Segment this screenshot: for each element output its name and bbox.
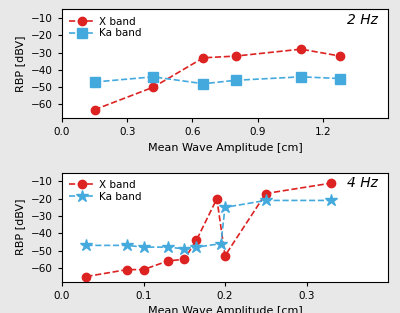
X band	[338, 54, 342, 58]
Ka band	[263, 198, 268, 202]
X-axis label: Mean Wave Amplitude [cm]: Mean Wave Amplitude [cm]	[148, 306, 302, 313]
X band	[182, 257, 187, 261]
Ka band	[151, 75, 156, 79]
Ka band	[201, 82, 206, 86]
Ka band	[194, 245, 199, 249]
Y-axis label: RBP [dBV]: RBP [dBV]	[16, 199, 26, 255]
Y-axis label: RBP [dBV]: RBP [dBV]	[16, 36, 26, 92]
Ka band	[299, 75, 304, 79]
Legend: X band, Ka band: X band, Ka band	[67, 15, 144, 40]
Text: 4 Hz: 4 Hz	[347, 176, 378, 190]
Ka band	[182, 247, 187, 251]
Ka band	[222, 205, 227, 209]
X band	[201, 56, 206, 60]
Text: 2 Hz: 2 Hz	[347, 13, 378, 27]
X band	[194, 238, 199, 242]
Ka band	[125, 244, 130, 247]
Ka band	[234, 78, 238, 82]
Ka band	[218, 242, 223, 245]
X band	[299, 47, 304, 51]
X band	[222, 254, 227, 258]
X band	[92, 108, 97, 111]
X band	[151, 85, 156, 89]
Ka band	[166, 245, 170, 249]
X band	[328, 181, 333, 185]
X band	[125, 268, 130, 271]
X band	[263, 192, 268, 195]
Ka band	[141, 245, 146, 249]
X band	[141, 268, 146, 271]
X band	[166, 259, 170, 263]
Ka band	[92, 80, 97, 84]
Ka band	[84, 244, 89, 247]
X band	[214, 197, 219, 201]
Line: Ka band: Ka band	[80, 194, 337, 255]
Ka band	[328, 198, 333, 202]
X band	[84, 275, 89, 278]
Line: X band: X band	[82, 179, 335, 281]
Line: X band: X band	[90, 45, 344, 114]
Line: Ka band: Ka band	[90, 72, 345, 89]
Legend: X band, Ka band: X band, Ka band	[67, 178, 144, 204]
Ka band	[338, 77, 342, 80]
X band	[234, 54, 238, 58]
X-axis label: Mean Wave Amplitude [cm]: Mean Wave Amplitude [cm]	[148, 143, 302, 153]
